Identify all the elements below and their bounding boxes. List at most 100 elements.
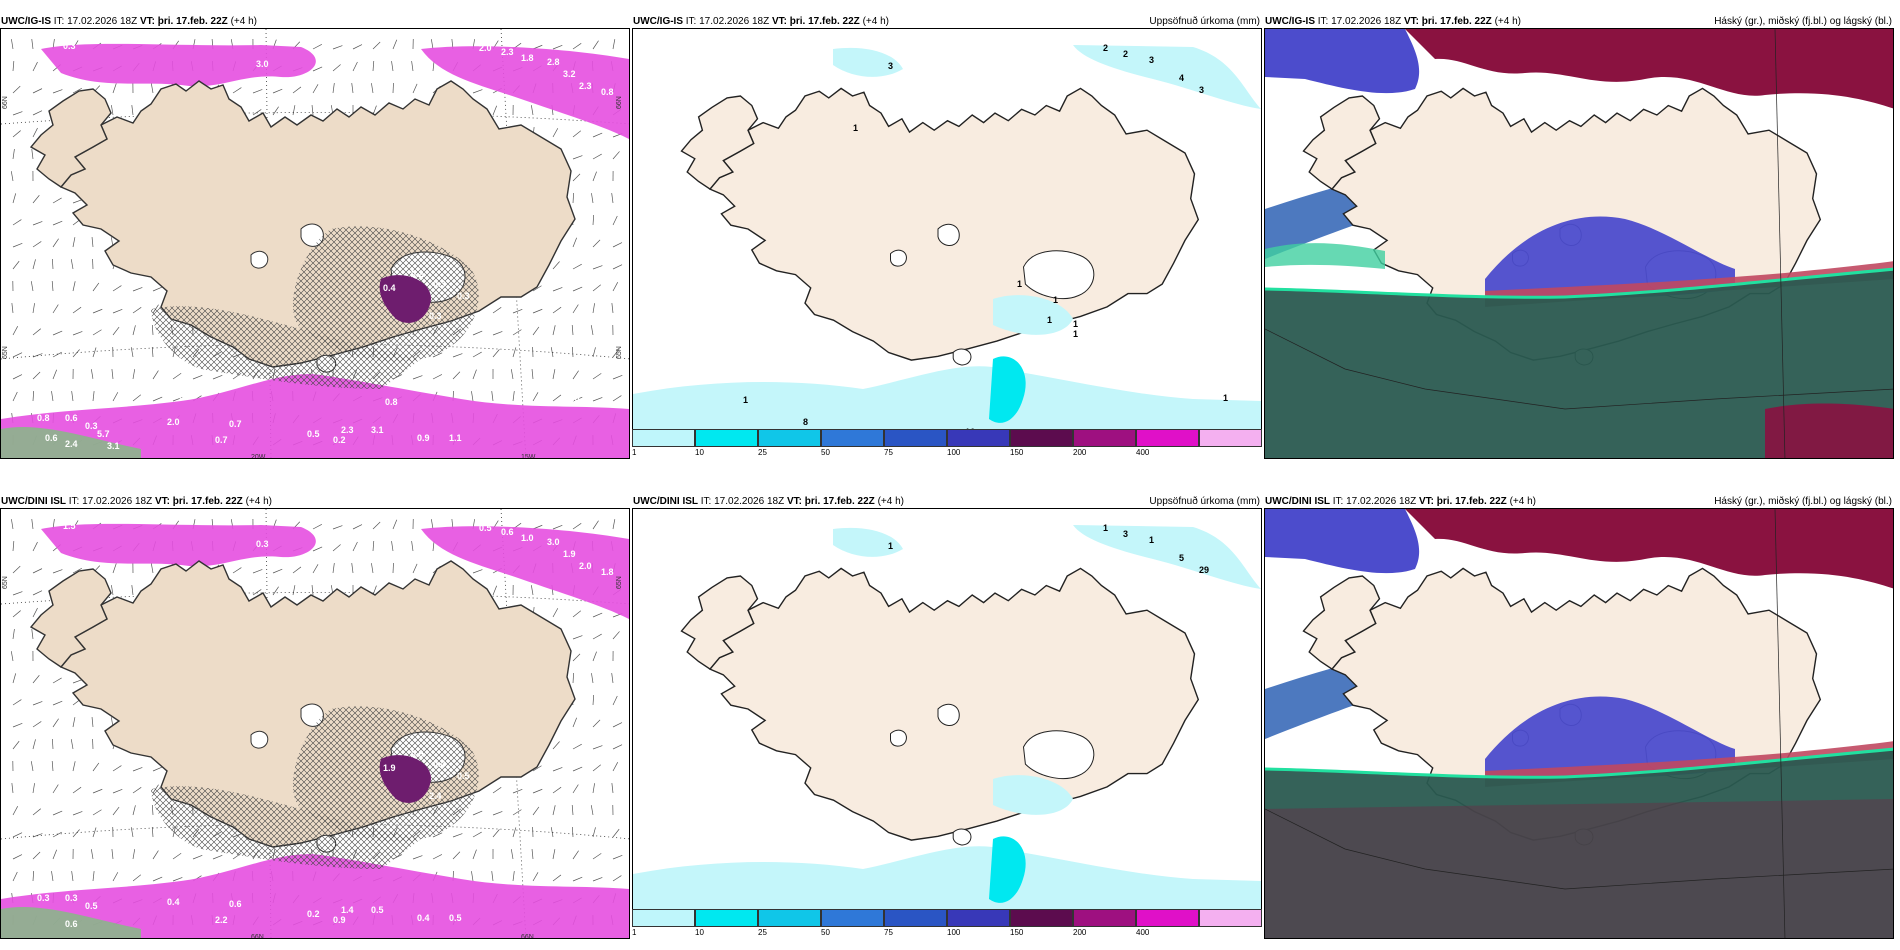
contour-label: 0.5	[371, 905, 384, 915]
wind-barb	[32, 390, 35, 402]
wind-barb	[372, 541, 375, 552]
wind-barb	[12, 699, 22, 706]
contour-label: 2.0	[579, 561, 592, 571]
wind-barb	[112, 285, 122, 292]
wind-barb	[112, 788, 123, 794]
westfjords-coastline	[680, 575, 759, 671]
vatnajokull-glacier	[1022, 250, 1095, 300]
low-cloud-area	[1265, 269, 1893, 458]
wind-barb	[130, 347, 134, 358]
wind-barb	[32, 61, 38, 72]
wind-barb	[432, 374, 443, 380]
contour-label: 0.3	[256, 539, 269, 549]
precip-core	[379, 755, 431, 803]
wind-barb	[12, 219, 22, 226]
wind-barb	[572, 635, 583, 640]
wind-barb	[572, 610, 582, 618]
wind-barb	[272, 106, 279, 116]
wind-barb	[192, 374, 203, 380]
contour-label: 1.8	[601, 567, 614, 577]
wind-barb	[512, 391, 515, 402]
wind-barb	[612, 762, 619, 772]
wind-barb	[572, 346, 574, 358]
wind-barb	[412, 855, 423, 860]
precip-label: 1	[1103, 523, 1108, 533]
precip-label: 1	[1223, 393, 1228, 403]
region-boundary	[1265, 808, 1893, 890]
cloud-map[interactable]	[1264, 508, 1894, 939]
wind-barb	[552, 369, 556, 380]
wind-barb	[71, 391, 74, 402]
wind-barb	[472, 849, 477, 860]
wind-barb	[91, 369, 94, 380]
wind-barb	[532, 285, 542, 292]
wind-map-svg: 0.30.5 0.61.0 3.01.92.01.81.50.90.40.51.92…	[1, 509, 629, 938]
wind-barb	[92, 871, 95, 882]
wind-barb	[32, 568, 43, 574]
wind-barb	[552, 805, 556, 816]
contour-label: 0.4	[433, 759, 446, 769]
wind-barb	[472, 810, 483, 816]
wind-barb	[532, 308, 543, 314]
precip-area	[833, 527, 903, 557]
wind-barb	[51, 391, 54, 402]
it-label: IT:	[1332, 496, 1344, 507]
iceland-landmass	[680, 87, 1200, 366]
wind-map[interactable]: 3.0 2.0 2.3 1.8 2.8 3.2 2.3 0.8 0.3 0.2 0.3 0.3 0.4 0…	[0, 28, 630, 459]
wind-barb	[12, 610, 21, 618]
it-value: 17.02.2026 18Z	[82, 496, 153, 507]
it-label: IT:	[68, 496, 80, 507]
wind-barb	[12, 854, 23, 860]
westfjords-coastline	[680, 95, 759, 191]
wind-barb	[51, 281, 54, 292]
wind-barb	[432, 352, 443, 358]
wind-barb	[531, 849, 534, 860]
wind-barb	[52, 258, 54, 270]
wind-barb	[72, 199, 83, 204]
wind-barb	[12, 591, 23, 596]
wind-barb	[111, 369, 114, 380]
wind-barb	[52, 330, 63, 336]
precip-label: 3	[888, 61, 893, 71]
vt-label: VT:	[139, 16, 155, 27]
wind-barb	[432, 832, 443, 838]
grid-axis-label: 66N	[616, 96, 623, 109]
it-label: IT:	[685, 16, 697, 27]
contour-label: 5.7	[97, 429, 110, 439]
wind-barb	[412, 375, 423, 380]
wind-barb	[32, 328, 41, 336]
panel-header: UWC/IG-IS IT: 17.02.2026 18Z VT: þri. 17…	[1264, 12, 1894, 32]
wind-barb	[72, 761, 76, 772]
wind-barb	[150, 83, 154, 94]
contour-label: 3.1	[107, 441, 120, 451]
precip-map[interactable]: 32234311111118116	[632, 28, 1262, 433]
wind-barb	[472, 369, 477, 380]
wind-barb	[12, 832, 23, 838]
wind-barb	[12, 130, 21, 138]
wind-barb	[72, 829, 80, 838]
wind-barb	[12, 541, 15, 552]
wind-barb	[391, 61, 394, 72]
contour-label: 0.5	[567, 393, 580, 403]
wind-barb	[612, 215, 618, 226]
wind-barb	[592, 373, 602, 380]
wind-barb	[392, 519, 398, 530]
panel-title: Háský (gr.), miðský (fj.bl.) og lágský (…	[1714, 496, 1892, 507]
wind-barb	[372, 41, 381, 50]
contour-label: 0.2	[333, 435, 346, 445]
contour-label: 0.3	[65, 893, 78, 903]
snow-hatch-area	[151, 786, 421, 869]
colorbar-segment	[1010, 429, 1073, 447]
wind-barb	[332, 64, 341, 72]
wind-barb	[51, 871, 54, 882]
wind-barb	[612, 395, 622, 402]
wind-barb	[532, 326, 540, 336]
wind-map[interactable]: 0.3 0.5 0.6 1.0 3.0 1.9 2.0 1.8 1.5 0.9 0.4 0.5 1.9 2…	[0, 508, 630, 939]
colorbar-segment	[758, 429, 821, 447]
wind-barb	[12, 565, 21, 574]
wind-barb	[92, 762, 100, 772]
precip-area	[1073, 525, 1261, 589]
cloud-map[interactable]	[1264, 28, 1894, 459]
westfjords-coastline	[1302, 575, 1381, 671]
precip-map[interactable]: 1 1 3 1 5 29	[632, 508, 1262, 913]
